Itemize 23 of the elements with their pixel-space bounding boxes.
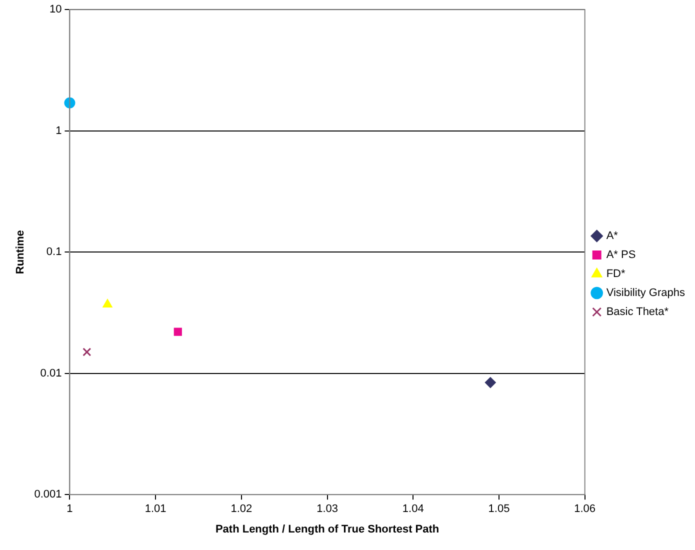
point: [102, 298, 112, 308]
y-tick-label: 0.01: [40, 367, 62, 380]
x-tick-label: 1.04: [402, 503, 424, 516]
y-tick-label: 1: [56, 124, 62, 137]
x-tick-label: 1: [66, 503, 73, 516]
point: [484, 377, 496, 388]
legend-label: A*: [606, 230, 619, 242]
legend-label: Basic Theta*: [606, 306, 670, 318]
legend-label: A* PS: [606, 249, 636, 262]
x-tick-label: 1.01: [144, 503, 166, 516]
x-axis-title: Path Length / Length of True Shortest Path: [215, 523, 440, 536]
y-tick-label: 0.1: [46, 246, 62, 258]
x-tick-label: 1.05: [488, 503, 510, 516]
y-axis-title: Runtime: [14, 230, 27, 274]
point: [82, 348, 92, 356]
y-tick-label: 10: [49, 4, 62, 16]
legend-label: Visibility Graphs: [606, 287, 686, 300]
x-tick-label: 1.02: [230, 503, 252, 516]
legend-label: FD*: [606, 268, 626, 280]
point: [174, 328, 182, 336]
x-tick-label: 1.06: [574, 503, 596, 516]
x-tick-label: 1.03: [316, 503, 338, 516]
y-tick-label: 0.001: [34, 488, 62, 501]
